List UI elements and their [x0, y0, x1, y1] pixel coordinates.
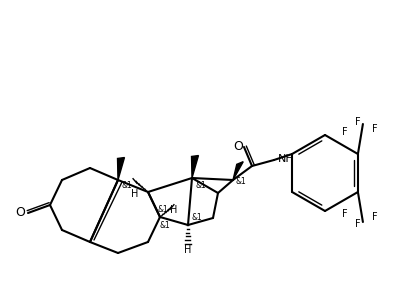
Text: F: F — [341, 127, 347, 137]
Text: &1: &1 — [122, 181, 132, 190]
Polygon shape — [117, 158, 124, 180]
Polygon shape — [191, 156, 198, 178]
Text: &1: &1 — [196, 180, 206, 190]
Text: &1: &1 — [160, 222, 170, 231]
Polygon shape — [233, 162, 243, 180]
Text: F: F — [354, 219, 360, 229]
Text: H: H — [184, 245, 191, 255]
Text: &1: &1 — [192, 214, 202, 222]
Text: O: O — [233, 141, 242, 154]
Text: F: F — [371, 212, 377, 222]
Text: F: F — [371, 124, 377, 134]
Text: NH: NH — [277, 154, 294, 164]
Text: F: F — [341, 209, 347, 219]
Text: H: H — [131, 189, 138, 199]
Text: &1: &1 — [158, 205, 168, 214]
Text: F: F — [354, 117, 360, 127]
Text: &1: &1 — [235, 178, 246, 187]
Text: O: O — [15, 207, 25, 219]
Text: H: H — [170, 205, 177, 215]
